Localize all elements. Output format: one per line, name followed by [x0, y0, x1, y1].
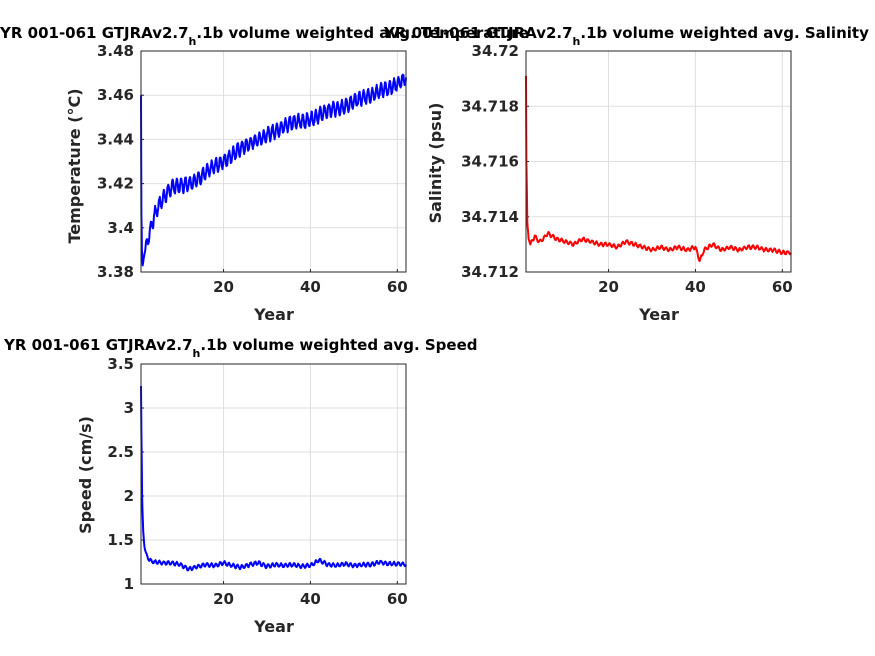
y-tick-label: 34.716 [461, 153, 519, 171]
y-tick-label: 3.4 [107, 219, 134, 237]
axes-frame [525, 50, 792, 273]
temperature-axes: 20 40 60 3.38 3.4 3.42 3.44 3.46 3.48 [97, 42, 408, 296]
title-prefix: YR 001-061 GTJRAv2.7 [0, 24, 189, 42]
salinity-axes: 20 40 60 34.712 34.714 34.716 34.718 34.72 [461, 42, 793, 296]
x-tick-label: 60 [387, 590, 408, 608]
temperature-xlabel: Year [253, 305, 294, 324]
salinity-panel: 20 40 60 34.712 34.714 34.716 34.718 34.72 YR 0… [383, 24, 869, 324]
speed-xlabel: Year [253, 617, 294, 636]
speed-axes: 20 40 60 1 1.5 2 2.5 3 3.5 [107, 355, 407, 608]
plot-area [141, 364, 406, 584]
x-tick-label: 20 [213, 590, 234, 608]
title-suffix: .1b volume weighted avg. Salinity [580, 24, 869, 42]
axes-frame [140, 363, 407, 585]
x-tick-label: 40 [300, 590, 321, 608]
y-tick-label: 3.38 [97, 263, 134, 281]
title-prefix: YR 001-061 GTJRAv2.7 [383, 24, 573, 42]
title-prefix: YR 001-061 GTJRAv2.7 [3, 336, 193, 354]
y-tick-label: 3.5 [107, 355, 134, 373]
x-tick-label: 20 [598, 278, 619, 296]
title-sub: h [193, 347, 201, 360]
x-tick-label: 40 [300, 278, 321, 296]
temperature-ylabel: Temperature (°C) [65, 88, 84, 243]
temperature-panel: 20 40 60 3.38 3.4 3.42 3.44 3.46 3.48 YR 001-061… [0, 24, 529, 324]
y-tick-label: 1 [124, 575, 134, 593]
x-tick-label: 20 [213, 278, 234, 296]
speed-series-line [140, 385, 407, 572]
x-tick-label: 60 [772, 278, 793, 296]
y-tick-label: 3.46 [97, 86, 134, 104]
y-tick-label: 1.5 [107, 531, 134, 549]
title-suffix: .1b volume weighted avg. Temperature [196, 24, 528, 42]
y-tick-label: 3.48 [97, 42, 134, 60]
salinity-series-line [525, 75, 792, 262]
y-tick-label: 3.42 [97, 175, 134, 193]
y-tick-label: 34.718 [461, 97, 519, 115]
salinity-title: YR 001-061 GTJRAv2.7h.1b volume weighted… [383, 24, 869, 48]
y-tick-label: 2.5 [107, 443, 134, 461]
title-sub: h [189, 35, 197, 48]
salinity-ylabel: Salinity (psu) [426, 103, 445, 224]
axes-frame [140, 50, 407, 273]
speed-ylabel: Speed (cm/s) [76, 416, 95, 534]
salinity-xlabel: Year [638, 305, 679, 324]
x-tick-label: 60 [387, 278, 408, 296]
x-tick-label: 40 [685, 278, 706, 296]
title-suffix: .1b volume weighted avg. Speed [200, 336, 477, 354]
y-tick-label: 34.714 [461, 208, 519, 226]
y-tick-label: 34.72 [472, 42, 519, 60]
speed-panel: 20 40 60 1 1.5 2 2.5 3 3.5 YR 001-061 GTJRAv2.7h… [3, 336, 478, 636]
y-tick-label: 2 [124, 487, 134, 505]
y-tick-label: 3.44 [97, 130, 134, 148]
y-tick-label: 3 [124, 399, 134, 417]
y-tick-label: 34.712 [461, 263, 519, 281]
speed-title: YR 001-061 GTJRAv2.7h.1b volume weighted… [3, 336, 478, 360]
title-sub: h [573, 35, 581, 48]
temperature-title: YR 001-061 GTJRAv2.7h.1b volume weighted… [0, 24, 529, 48]
plot-area [141, 51, 406, 272]
temperature-series-line [140, 73, 407, 267]
